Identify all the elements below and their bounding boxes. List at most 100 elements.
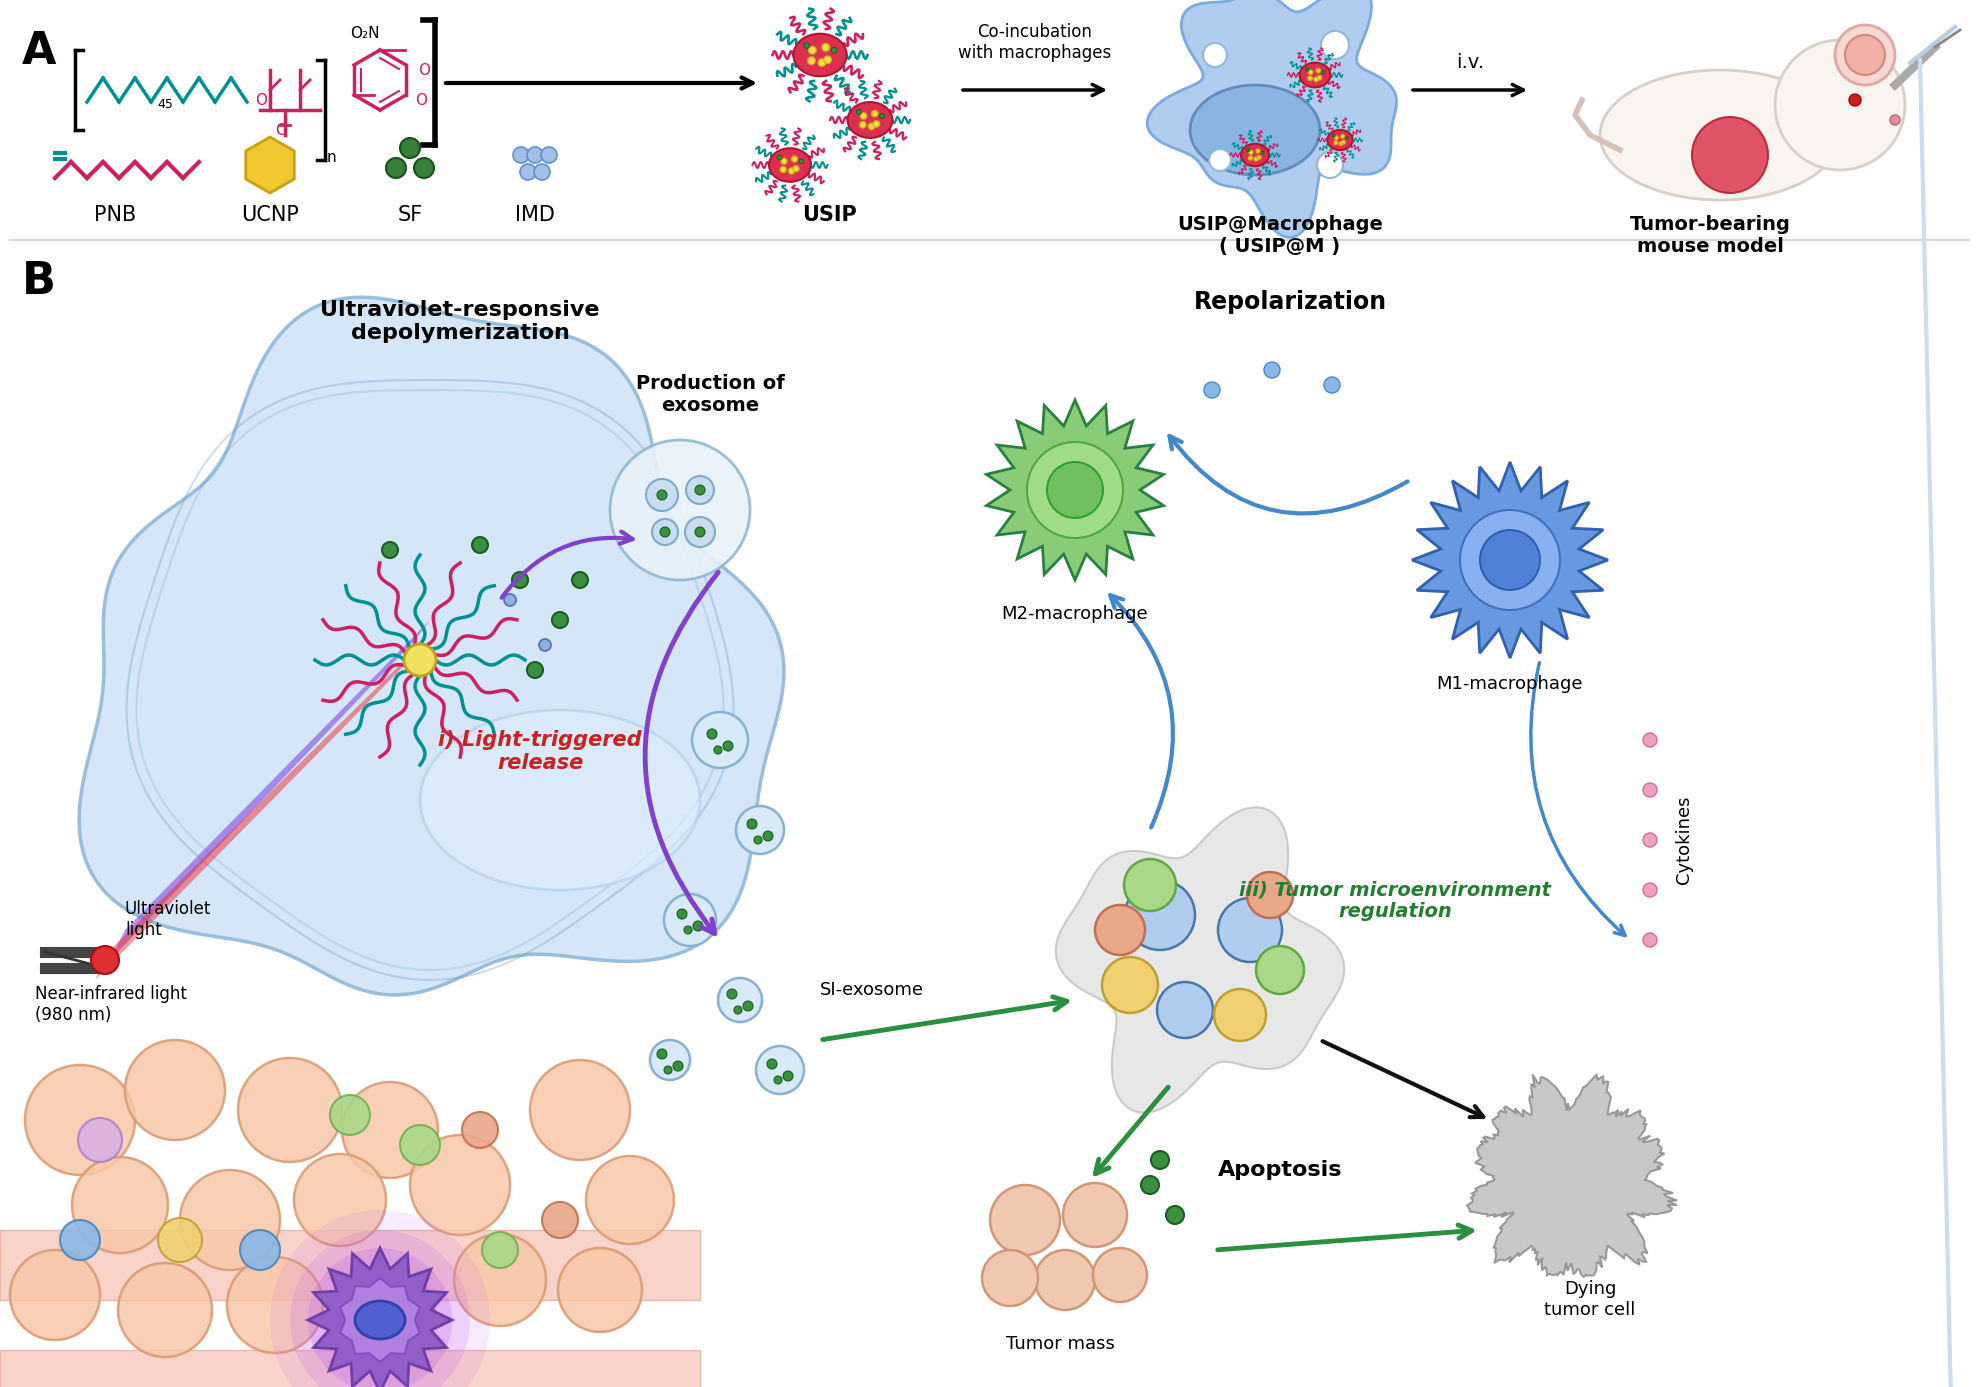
Circle shape [1643,884,1656,897]
Text: Dying
tumor cell: Dying tumor cell [1544,1280,1637,1319]
Circle shape [1848,94,1860,105]
Circle shape [817,58,825,67]
Circle shape [800,160,803,164]
Text: O: O [255,93,267,108]
Circle shape [77,1118,123,1162]
Circle shape [558,1248,641,1332]
Circle shape [542,1203,578,1239]
Circle shape [1217,897,1282,963]
Polygon shape [309,1248,451,1387]
Text: O: O [418,62,429,78]
Text: Apoptosis: Apoptosis [1217,1160,1342,1180]
Text: Near-infrared light
(980 nm): Near-infrared light (980 nm) [36,985,186,1024]
Circle shape [269,1209,491,1387]
Circle shape [610,440,750,580]
Circle shape [71,1157,168,1252]
Text: M2-macrophage: M2-macrophage [1001,605,1148,623]
Circle shape [1643,784,1656,798]
Circle shape [857,110,861,114]
Circle shape [1342,140,1346,144]
Text: O: O [416,93,427,108]
Text: IMD: IMD [515,205,554,225]
Circle shape [1775,40,1906,171]
Circle shape [1480,530,1540,589]
Ellipse shape [1241,144,1269,166]
Circle shape [1643,834,1656,847]
Circle shape [1265,362,1280,379]
Circle shape [1322,31,1350,60]
Circle shape [1255,157,1259,161]
Circle shape [91,946,119,974]
Circle shape [756,1046,803,1094]
Text: n: n [327,150,336,165]
Circle shape [1316,68,1320,72]
Circle shape [665,895,716,946]
Circle shape [1643,732,1656,748]
Circle shape [782,158,788,164]
Circle shape [309,1248,451,1387]
Circle shape [1890,115,1900,125]
Ellipse shape [1189,85,1320,175]
Circle shape [540,147,556,164]
Circle shape [807,57,815,65]
Circle shape [734,1006,742,1014]
Circle shape [871,111,879,117]
Circle shape [228,1257,323,1352]
Circle shape [693,712,748,768]
Circle shape [695,485,705,495]
Circle shape [1835,25,1896,85]
Ellipse shape [1328,130,1352,150]
Text: UCNP: UCNP [241,205,299,225]
Circle shape [400,137,420,158]
Circle shape [764,831,774,841]
Circle shape [1092,1248,1148,1302]
Circle shape [982,1250,1039,1307]
Ellipse shape [847,103,893,137]
Circle shape [693,921,703,931]
Circle shape [657,1049,667,1060]
Circle shape [1247,148,1249,151]
Text: Ultraviolet-responsive
depolymerization: Ultraviolet-responsive depolymerization [321,300,600,343]
Circle shape [237,1058,342,1162]
Circle shape [1261,151,1265,154]
Circle shape [1247,872,1292,918]
Circle shape [1324,377,1340,393]
Circle shape [1334,136,1338,140]
Circle shape [526,147,542,164]
Circle shape [1308,71,1312,75]
Circle shape [1643,933,1656,947]
Circle shape [538,639,550,651]
Circle shape [677,908,687,920]
Circle shape [461,1112,499,1148]
Circle shape [821,43,829,51]
Circle shape [1461,510,1559,610]
Circle shape [754,836,762,845]
Circle shape [1094,904,1146,956]
Circle shape [861,112,867,119]
Circle shape [125,1040,226,1140]
Circle shape [768,1060,778,1069]
Circle shape [1306,68,1308,71]
Circle shape [1314,78,1318,82]
Circle shape [10,1250,101,1340]
Circle shape [792,155,798,162]
Text: A: A [22,31,57,74]
Circle shape [780,166,786,172]
Circle shape [1257,155,1261,160]
Circle shape [505,594,517,606]
Circle shape [746,818,758,829]
Circle shape [1257,946,1304,994]
Circle shape [736,806,784,854]
Polygon shape [245,137,295,193]
Text: Co-incubation
with macrophages: Co-incubation with macrophages [958,24,1112,62]
Circle shape [180,1171,279,1270]
Circle shape [1027,442,1122,538]
Circle shape [1346,136,1348,139]
Circle shape [649,1040,691,1080]
Ellipse shape [420,710,701,890]
Circle shape [742,1001,752,1011]
Polygon shape [1466,1075,1676,1277]
Ellipse shape [1300,62,1330,87]
Circle shape [1209,148,1231,171]
Text: Repolarization: Repolarization [1193,290,1387,313]
